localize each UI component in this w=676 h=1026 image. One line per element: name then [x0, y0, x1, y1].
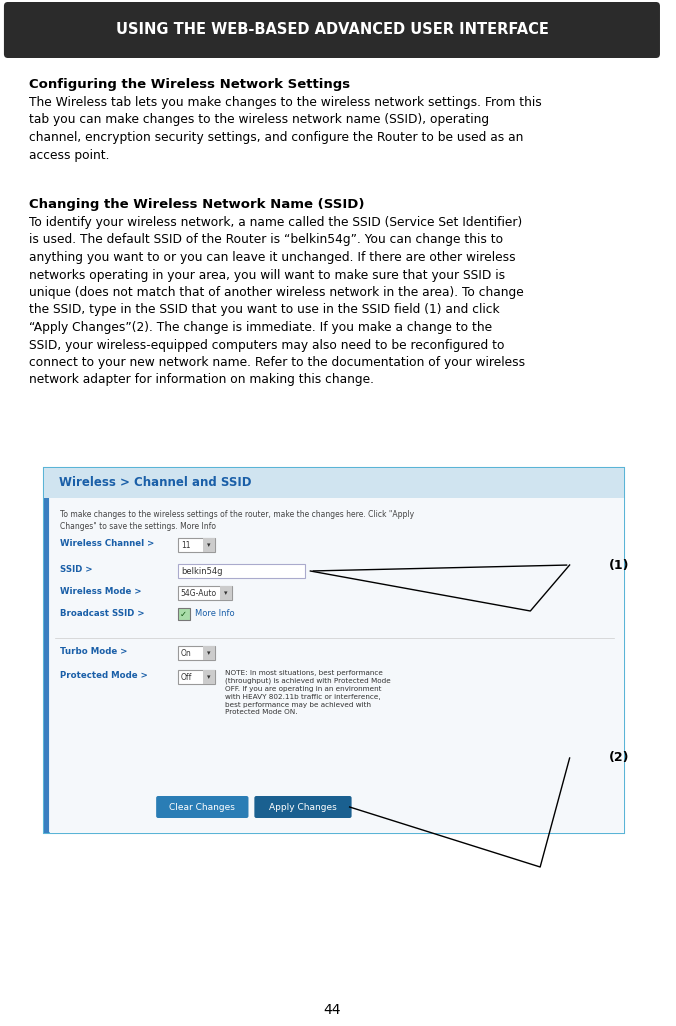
Text: On: On [180, 648, 191, 658]
Text: SSID >: SSID > [60, 564, 93, 574]
Bar [203, 538, 215, 552]
Text: ▾: ▾ [208, 674, 211, 680]
Text: ▾: ▾ [224, 590, 228, 596]
FancyBboxPatch shape [156, 796, 249, 818]
Text: ✓: ✓ [180, 609, 187, 619]
Text: Clear Changes: Clear Changes [170, 802, 235, 812]
Bar [203, 670, 215, 684]
Text: ▾: ▾ [208, 650, 211, 656]
FancyBboxPatch shape [254, 796, 352, 818]
Bar [44, 468, 624, 498]
Bar [178, 586, 232, 600]
FancyBboxPatch shape [4, 2, 660, 58]
Text: ▾: ▾ [208, 542, 211, 548]
Text: Broadcast SSID >: Broadcast SSID > [60, 608, 145, 618]
Text: To identify your wireless network, a name called the SSID (Service Set Identifie: To identify your wireless network, a nam… [30, 216, 525, 387]
Text: (1): (1) [609, 558, 629, 571]
Text: More Info: More Info [195, 608, 235, 618]
Bar [50, 498, 624, 833]
Text: (2): (2) [609, 751, 629, 764]
Text: Wireless > Channel and SSID: Wireless > Channel and SSID [59, 476, 251, 489]
Bar [44, 498, 49, 833]
Text: The Wireless tab lets you make changes to the wireless network settings. From th: The Wireless tab lets you make changes t… [30, 96, 542, 161]
Text: 11: 11 [180, 541, 190, 550]
Text: 44: 44 [323, 1003, 341, 1017]
Text: Wireless Channel >: Wireless Channel > [60, 539, 154, 548]
Text: Wireless Mode >: Wireless Mode > [60, 587, 141, 595]
Bar [203, 646, 215, 660]
Text: Apply Changes: Apply Changes [268, 802, 337, 812]
Bar [178, 670, 215, 684]
Text: 54G-Auto: 54G-Auto [180, 589, 217, 597]
Bar [44, 468, 624, 833]
Bar [220, 586, 232, 600]
Text: To make changes to the wireless settings of the router, make the changes here. C: To make changes to the wireless settings… [60, 510, 414, 530]
Text: Configuring the Wireless Network Settings: Configuring the Wireless Network Setting… [30, 78, 351, 91]
Text: USING THE WEB-BASED ADVANCED USER INTERFACE: USING THE WEB-BASED ADVANCED USER INTERF… [116, 23, 548, 38]
Text: Off: Off [180, 672, 192, 681]
Text: NOTE: In most situations, best performance
(throughput) is achieved with Protect: NOTE: In most situations, best performan… [225, 670, 391, 715]
Bar [178, 646, 215, 660]
Text: Protected Mode >: Protected Mode > [60, 671, 147, 679]
Bar [178, 564, 306, 578]
Text: Changing the Wireless Network Name (SSID): Changing the Wireless Network Name (SSID… [30, 198, 365, 211]
Text: Turbo Mode >: Turbo Mode > [60, 646, 127, 656]
Text: belkin54g: belkin54g [182, 566, 223, 576]
Bar [178, 538, 215, 552]
Bar [178, 608, 189, 620]
